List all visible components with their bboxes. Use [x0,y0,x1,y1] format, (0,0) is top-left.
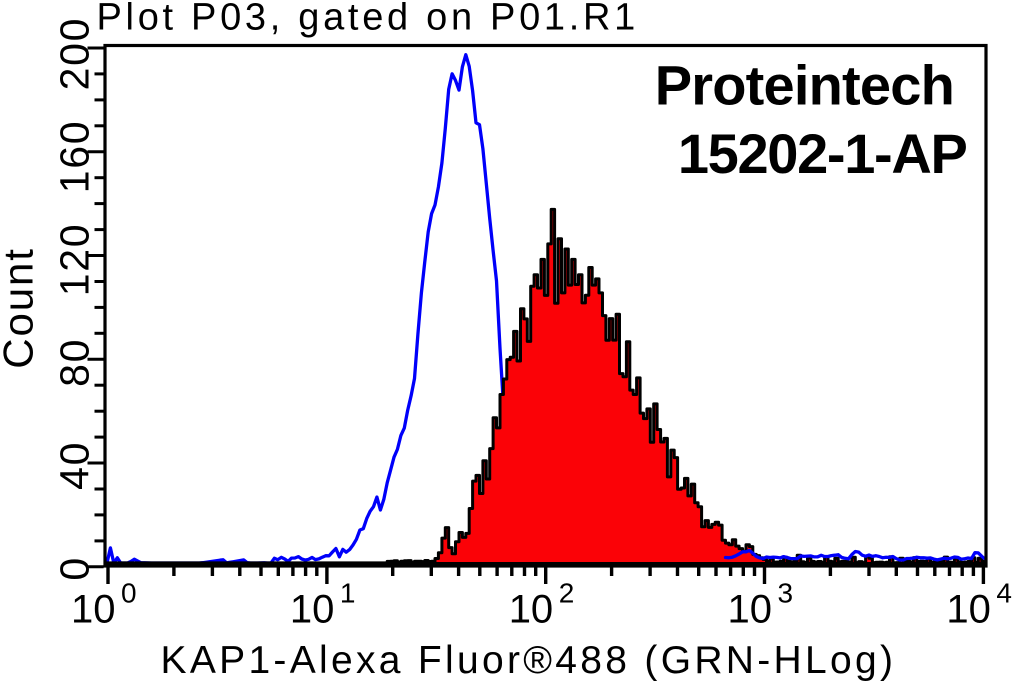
svg-text:10: 10 [509,588,554,632]
svg-text:4: 4 [996,578,1012,609]
svg-text:KAP1-Alexa Fluor®488 (GRN-HLog: KAP1-Alexa Fluor®488 (GRN-HLog) [161,639,897,682]
svg-text:Proteintech: Proteintech [655,54,954,117]
svg-text:0: 0 [121,578,137,609]
svg-text:10: 10 [290,588,335,632]
svg-text:0: 0 [52,556,98,581]
svg-text:1: 1 [340,578,356,609]
svg-text:10: 10 [728,588,773,632]
svg-text:120: 120 [52,223,98,297]
svg-text:80: 80 [52,338,98,387]
svg-text:10: 10 [946,588,991,632]
svg-text:10: 10 [71,588,116,632]
svg-text:Plot P03, gated on P01.R1: Plot P03, gated on P01.R1 [97,0,640,39]
svg-text:200: 200 [52,17,98,91]
svg-text:3: 3 [778,578,794,609]
svg-text:15202-1-AP: 15202-1-AP [678,122,967,185]
svg-text:40: 40 [52,441,98,490]
svg-text:160: 160 [52,120,98,194]
svg-text:2: 2 [559,578,575,609]
svg-text:Count: Count [0,247,42,369]
